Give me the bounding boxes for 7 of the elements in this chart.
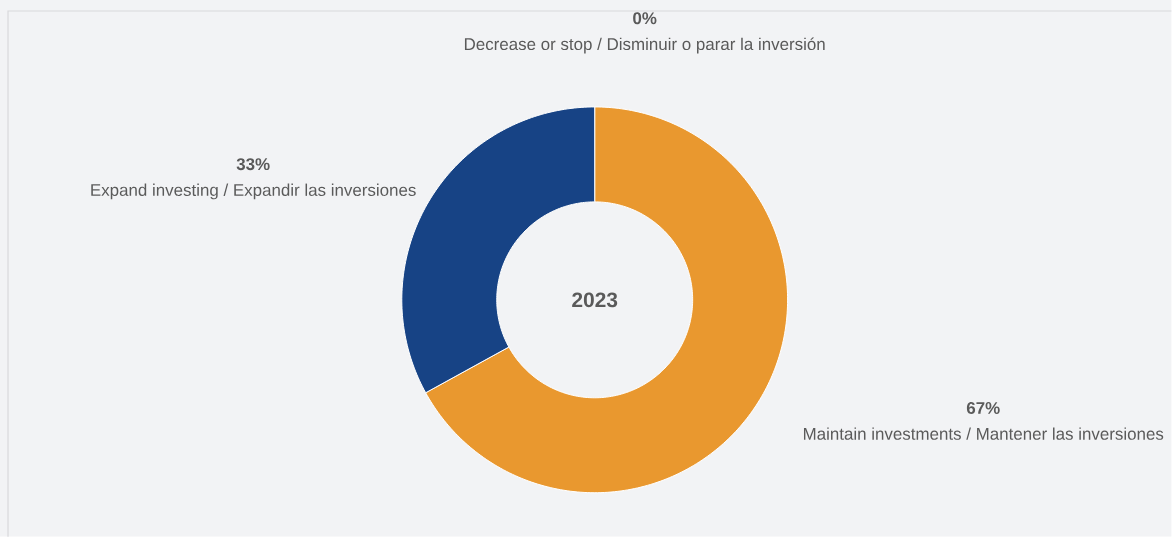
text: 0% [633, 12, 657, 25]
slice-label: Maintain investments / Mantener las inversiones [803, 427, 1164, 440]
data-label: 67% [966, 401, 1000, 414]
data-label: 33% [236, 157, 270, 170]
text: 2023 [572, 292, 618, 308]
slice-label: Expand investing / Expandir las inversiones [91, 183, 416, 200]
category-label: Decrease or stop / Disminuir o parar la inversión [464, 37, 825, 54]
